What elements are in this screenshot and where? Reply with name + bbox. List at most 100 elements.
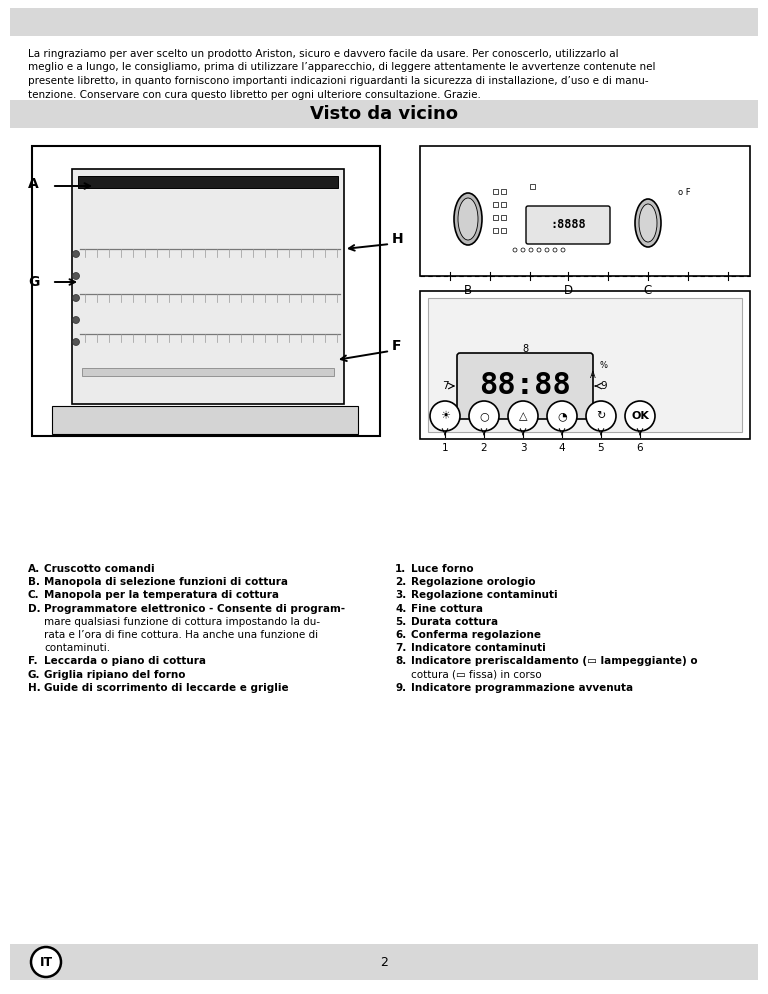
Text: Regolazione contaminuti: Regolazione contaminuti	[411, 590, 558, 600]
Bar	[420, 146, 750, 276]
Text: Manopola di selezione funzioni di cottura: Manopola di selezione funzioni di cottur…	[44, 578, 288, 587]
Text: 8: 8	[522, 344, 528, 354]
Ellipse shape	[639, 204, 657, 242]
Bar	[32, 146, 380, 436]
Text: Regolazione orologio: Regolazione orologio	[411, 578, 535, 587]
Bar	[493, 202, 498, 207]
Text: A: A	[590, 372, 596, 381]
Text: 3.: 3.	[395, 590, 406, 600]
Circle shape	[469, 401, 499, 431]
Text: Indicatore contaminuti: Indicatore contaminuti	[411, 643, 546, 653]
Text: ↻: ↻	[596, 411, 606, 421]
Bar	[501, 215, 506, 220]
Circle shape	[625, 401, 655, 431]
Bar	[10, 8, 758, 36]
Text: La ringraziamo per aver scelto un prodotto Ariston, sicuro e davvero facile da u: La ringraziamo per aver scelto un prodot…	[28, 49, 619, 59]
Text: C: C	[644, 284, 652, 297]
Text: B: B	[464, 284, 472, 297]
Bar	[78, 176, 338, 188]
Text: Fine cottura: Fine cottura	[411, 603, 483, 613]
Text: G: G	[28, 275, 39, 289]
Ellipse shape	[458, 198, 478, 240]
FancyBboxPatch shape	[526, 206, 610, 244]
Text: Guide di scorrimento di leccarde e griglie: Guide di scorrimento di leccarde e grigl…	[44, 683, 289, 693]
Circle shape	[72, 250, 80, 257]
Text: Programmatore elettronico - Consente di program-: Programmatore elettronico - Consente di …	[44, 603, 345, 613]
Bar	[420, 291, 750, 439]
Text: Luce forno: Luce forno	[411, 564, 474, 574]
Text: meglio e a lungo, le consigliamo, prima di utilizzare l’apparecchio, di leggere : meglio e a lungo, le consigliamo, prima …	[28, 63, 656, 73]
Bar	[501, 202, 506, 207]
Text: 88:88: 88:88	[479, 372, 571, 401]
FancyBboxPatch shape	[457, 353, 593, 419]
Text: 6.: 6.	[395, 630, 406, 640]
Text: rata e l’ora di fine cottura. Ha anche una funzione di: rata e l’ora di fine cottura. Ha anche u…	[44, 630, 318, 640]
Ellipse shape	[454, 193, 482, 245]
Text: F.: F.	[28, 656, 38, 666]
Text: ☀: ☀	[440, 411, 450, 421]
Circle shape	[72, 339, 80, 346]
Text: cottura (▭ fissa) in corso: cottura (▭ fissa) in corso	[411, 670, 541, 680]
Bar	[493, 189, 498, 194]
Bar	[493, 228, 498, 233]
Text: IT: IT	[39, 955, 52, 968]
Bar	[82, 368, 334, 376]
Bar	[501, 228, 506, 233]
Circle shape	[72, 272, 80, 279]
Circle shape	[547, 401, 577, 431]
Text: H.: H.	[28, 683, 41, 693]
Text: tenzione. Conservare con cura questo libretto per ogni ulteriore consultazione. : tenzione. Conservare con cura questo lib…	[28, 89, 481, 99]
Bar	[428, 298, 742, 432]
Text: 7.: 7.	[395, 643, 406, 653]
Text: B.: B.	[28, 578, 40, 587]
Text: o F: o F	[678, 188, 690, 197]
Circle shape	[586, 401, 616, 431]
Text: 2: 2	[380, 955, 388, 968]
Text: Cruscotto comandi: Cruscotto comandi	[44, 564, 154, 574]
Text: 2.: 2.	[395, 578, 406, 587]
Circle shape	[72, 294, 80, 301]
Text: Conferma regolazione: Conferma regolazione	[411, 630, 541, 640]
Bar	[530, 184, 535, 189]
Text: D.: D.	[28, 603, 41, 613]
Text: Leccarda o piano di cottura: Leccarda o piano di cottura	[44, 656, 206, 666]
Text: 6: 6	[637, 443, 644, 453]
Text: %: %	[600, 362, 608, 371]
Text: Manopola per la temperatura di cottura: Manopola per la temperatura di cottura	[44, 590, 279, 600]
Text: presente libretto, in quanto forniscono importanti indicazioni riguardanti la si: presente libretto, in quanto forniscono …	[28, 76, 649, 86]
Text: D: D	[564, 284, 573, 297]
Text: △: △	[518, 411, 528, 421]
Text: :8888: :8888	[550, 219, 586, 232]
Text: ○: ○	[479, 411, 489, 421]
Text: 3: 3	[520, 443, 526, 453]
Text: H: H	[392, 232, 404, 246]
Text: OK: OK	[631, 411, 649, 421]
Text: A.: A.	[28, 564, 40, 574]
Circle shape	[508, 401, 538, 431]
Text: 5: 5	[598, 443, 604, 453]
Text: 9: 9	[600, 381, 607, 391]
Ellipse shape	[635, 199, 661, 247]
Text: 9.: 9.	[395, 683, 406, 693]
Text: 4: 4	[558, 443, 565, 453]
Text: 5.: 5.	[395, 617, 406, 627]
Bar	[493, 215, 498, 220]
Text: mare qualsiasi funzione di cottura impostando la du-: mare qualsiasi funzione di cottura impos…	[44, 617, 320, 627]
Text: 1.: 1.	[395, 564, 406, 574]
Text: Durata cottura: Durata cottura	[411, 617, 498, 627]
Bar	[52, 406, 358, 434]
Bar	[501, 189, 506, 194]
Bar	[72, 169, 344, 404]
Text: 7: 7	[442, 381, 449, 391]
Text: Griglia ripiano del forno: Griglia ripiano del forno	[44, 670, 186, 680]
Text: 4.: 4.	[395, 603, 406, 613]
Circle shape	[31, 947, 61, 977]
Text: ◔: ◔	[557, 411, 567, 421]
Text: 1: 1	[442, 443, 449, 453]
Text: Visto da vicino: Visto da vicino	[310, 105, 458, 123]
Text: C.: C.	[28, 590, 40, 600]
Circle shape	[72, 316, 80, 323]
Text: Indicatore programmazione avvenuta: Indicatore programmazione avvenuta	[411, 683, 633, 693]
Bar	[10, 944, 758, 980]
Text: 8.: 8.	[395, 656, 406, 666]
